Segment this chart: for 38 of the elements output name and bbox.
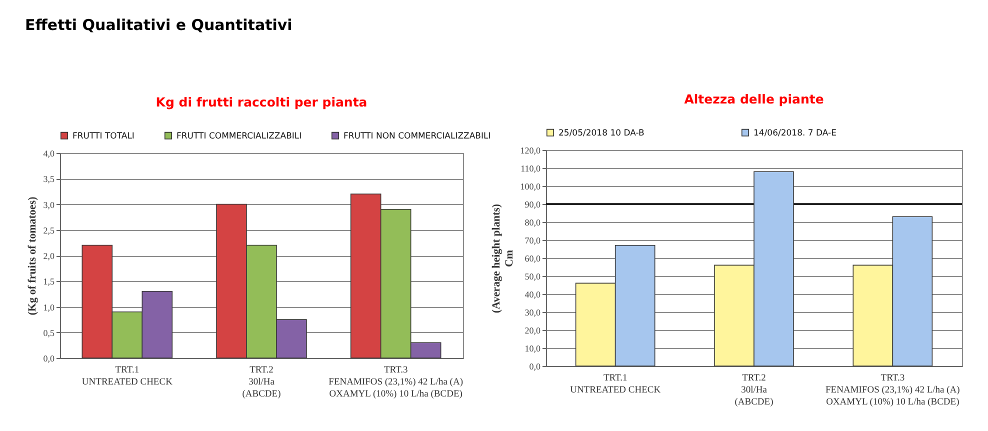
x-tick-label: TRT.1 UNTREATED CHECK (82, 366, 173, 388)
x-tick-label: TRT.2 30l/Ha (ABCDE) (734, 374, 774, 408)
y-tick-label: 3,0 (43, 200, 55, 210)
y-tick-label: 2,5 (43, 225, 55, 236)
x-tick-label: TRT.3 FENAMIFOS (23,1%) 42 L/ha (A) OXAMYL (10%) 10 L/ha (BCDE) (328, 366, 463, 400)
text: Effetti Qualitativi e Quantitativi (25, 16, 292, 34)
y-tick-label: 120,0 (520, 146, 541, 156)
legend-label: FRUTTI TOTALI (72, 132, 134, 142)
y-tick-label: 0,5 (43, 328, 55, 338)
legend-label: FRUTTI NON COMMERCIALIZZABILI (344, 132, 491, 142)
y-axis-title: (Average height plants) Cm (490, 204, 516, 314)
y-tick-label: 1,0 (43, 302, 55, 312)
y-tick-label: 0,0 (529, 362, 541, 372)
y-tick-label: 110,0 (520, 164, 541, 174)
x-tick-label: TRT.1 UNTREATED CHECK (570, 374, 661, 396)
y-tick-label: 10,0 (524, 344, 541, 354)
y-axis-title: (Kg of fruits of tomatoes) (26, 196, 38, 316)
y-tick-label: 50,0 (524, 272, 541, 282)
y-tick-label: 70,0 (524, 236, 541, 246)
legend-label: FRUTTI COMMERCIALIZZABILI (176, 132, 302, 142)
chart-title: Altezza delle piante (684, 92, 824, 106)
y-tick-label: 40,0 (524, 290, 541, 300)
y-tick-label: 2,0 (43, 251, 55, 261)
chart-title: Kg di frutti raccolti per pianta (156, 94, 368, 110)
y-tick-label: 20,0 (524, 326, 541, 336)
y-tick-label: 90,0 (524, 200, 541, 210)
y-tick-label: 80,0 (524, 218, 541, 228)
x-tick-label: TRT.3 FENAMIFOS (23,1%) 42 L/ha (A) OXAMYL (10%) 10 L/ha (BCDE) (826, 374, 960, 408)
legend-label: 14/06/2018. 7 DA-E (754, 128, 836, 139)
y-tick-label: 0,0 (43, 354, 55, 364)
y-tick-label: 1,5 (43, 276, 55, 287)
y-tick-label: 30,0 (524, 308, 541, 318)
y-tick-label: 60,0 (524, 254, 541, 264)
x-tick-label: TRT.2 30l/Ha (ABCDE) (242, 366, 281, 400)
y-tick-label: 100,0 (520, 182, 541, 192)
legend-label: 25/05/2018 10 DA-B (558, 128, 644, 139)
y-tick-label: 4,0 (43, 148, 55, 158)
y-tick-label: 3,5 (43, 174, 55, 184)
